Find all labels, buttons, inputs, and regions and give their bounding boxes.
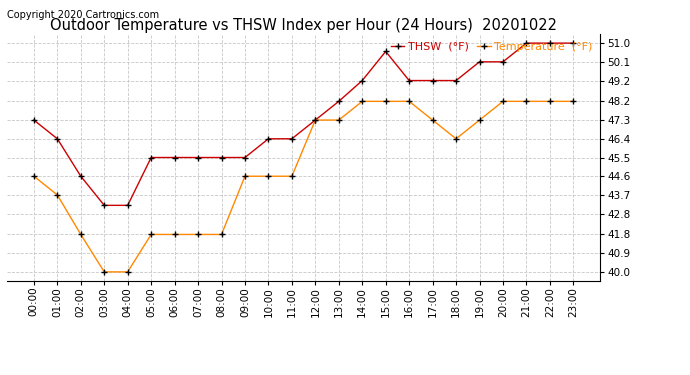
THSW  (°F) bbox=[77, 174, 85, 178]
Text: Copyright 2020 Cartronics.com: Copyright 2020 Cartronics.com bbox=[7, 10, 159, 20]
Temperature  (°F) bbox=[522, 99, 531, 104]
THSW  (°F) bbox=[241, 155, 249, 160]
Temperature  (°F) bbox=[382, 99, 390, 104]
Temperature  (°F) bbox=[569, 99, 578, 104]
Line: THSW  (°F): THSW (°F) bbox=[30, 40, 577, 209]
THSW  (°F) bbox=[405, 78, 413, 83]
Temperature  (°F) bbox=[428, 118, 437, 122]
THSW  (°F) bbox=[428, 78, 437, 83]
Temperature  (°F) bbox=[288, 174, 296, 178]
THSW  (°F) bbox=[100, 203, 108, 208]
THSW  (°F) bbox=[358, 78, 366, 83]
THSW  (°F) bbox=[264, 136, 273, 141]
THSW  (°F) bbox=[30, 118, 38, 122]
Legend: THSW  (°F), Temperature  (°F): THSW (°F), Temperature (°F) bbox=[389, 39, 595, 54]
Temperature  (°F) bbox=[335, 118, 343, 122]
Temperature  (°F) bbox=[405, 99, 413, 104]
Temperature  (°F) bbox=[311, 118, 319, 122]
THSW  (°F) bbox=[382, 49, 390, 54]
Temperature  (°F) bbox=[475, 118, 484, 122]
THSW  (°F) bbox=[170, 155, 179, 160]
THSW  (°F) bbox=[124, 203, 132, 208]
THSW  (°F) bbox=[53, 136, 61, 141]
Temperature  (°F) bbox=[264, 174, 273, 178]
Temperature  (°F) bbox=[194, 232, 202, 237]
Temperature  (°F) bbox=[170, 232, 179, 237]
Temperature  (°F) bbox=[124, 270, 132, 274]
Temperature  (°F) bbox=[30, 174, 38, 178]
Temperature  (°F) bbox=[241, 174, 249, 178]
THSW  (°F) bbox=[499, 60, 507, 64]
THSW  (°F) bbox=[147, 155, 155, 160]
Temperature  (°F) bbox=[358, 99, 366, 104]
Title: Outdoor Temperature vs THSW Index per Hour (24 Hours)  20201022: Outdoor Temperature vs THSW Index per Ho… bbox=[50, 18, 557, 33]
THSW  (°F) bbox=[217, 155, 226, 160]
THSW  (°F) bbox=[569, 41, 578, 45]
Temperature  (°F) bbox=[53, 193, 61, 197]
THSW  (°F) bbox=[335, 99, 343, 104]
Line: Temperature  (°F): Temperature (°F) bbox=[30, 98, 577, 275]
Temperature  (°F) bbox=[546, 99, 554, 104]
THSW  (°F) bbox=[522, 41, 531, 45]
THSW  (°F) bbox=[452, 78, 460, 83]
Temperature  (°F) bbox=[452, 136, 460, 141]
THSW  (°F) bbox=[475, 60, 484, 64]
THSW  (°F) bbox=[546, 41, 554, 45]
Temperature  (°F) bbox=[499, 99, 507, 104]
THSW  (°F) bbox=[194, 155, 202, 160]
Temperature  (°F) bbox=[100, 270, 108, 274]
Temperature  (°F) bbox=[77, 232, 85, 237]
THSW  (°F) bbox=[288, 136, 296, 141]
Temperature  (°F) bbox=[217, 232, 226, 237]
THSW  (°F) bbox=[311, 118, 319, 122]
Temperature  (°F) bbox=[147, 232, 155, 237]
